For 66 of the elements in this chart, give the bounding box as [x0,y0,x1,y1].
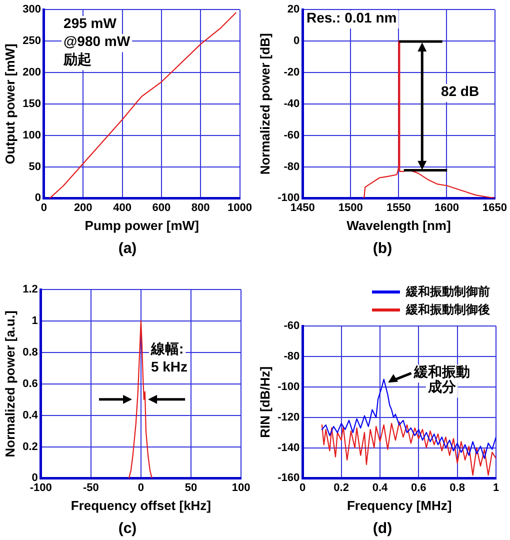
y-tick-label: -80 [284,350,300,362]
annotation: 82 dB [440,82,480,99]
x-tick-label: 1600 [434,202,459,214]
y-tick-label: 0 [32,472,38,484]
annotation: 成分 [426,378,457,395]
y-tick-label: -20 [284,66,300,78]
text: (a) [117,240,138,257]
y-tick-label: 0 [293,35,300,48]
y-tick-label: -160 [278,472,300,484]
x-tick-label: 0.8 [450,482,465,494]
x-tick-label: 600 [152,202,171,214]
x-axis-title: Frequency offset [kHz] [70,498,212,513]
text: (d) [372,520,394,537]
y-tick-label: 20 [287,4,300,16]
y-axis-title: RIN [dB/Hz] [257,366,272,438]
x-tick-label: 800 [191,202,210,214]
x-tick-label: 1 [492,482,500,494]
x-tick-label: 1650 [482,202,508,214]
y-axis-title: Output power [mW] [2,44,18,164]
x-tick-label: 200 [74,202,92,214]
y-tick-label: 1 [32,315,38,328]
x-axis-title: Pump power [mW] [84,218,199,233]
x-tick-label: 0.4 [372,482,388,494]
annotation: 295 mW @980 mW 励起 [62,15,131,68]
y-tick-label: 250 [22,35,41,48]
y-tick-label: 0.4 [22,409,39,422]
annotation: 線幅: 5 kHz [150,340,188,374]
y-axis-title: Normalized power [dB] [257,33,272,175]
x-tick-label: 1000 [228,202,252,214]
y-tick-label: 200 [22,66,41,78]
text: (b) [372,240,394,257]
y-tick-label: 50 [28,160,41,173]
y-tick-label: 0 [34,192,41,204]
y-tick-label: -140 [278,442,300,454]
x-axis-title: Wavelength [nm] [346,218,451,233]
y-tick-label: 300 [22,4,41,16]
y-axis-title: Normalized power [a.u.] [2,310,18,458]
y-tick-label: -40 [284,98,300,110]
y-tick-label: -100 [278,192,300,204]
y-tick-label: 0.8 [22,346,38,358]
x-tick-label: 400 [113,202,132,214]
annotation: Res.: 0.01 nm [306,9,397,26]
x-tick-label: 1550 [386,202,411,214]
x-tick-label: 1500 [338,202,363,214]
x-tick-label: 50 [184,482,198,494]
legend-label: 緩和振動制御後 [405,302,490,316]
y-tick-label: 1.2 [22,284,38,296]
legend-label: 緩和振動制御前 [405,284,490,298]
y-tick-label: 100 [22,129,41,142]
x-tick-label: 0.2 [334,482,349,494]
x-axis-title: Frequency [MHz] [346,498,452,513]
y-tick-label: 150 [22,98,41,110]
y-tick-label: -80 [284,160,300,173]
x-tick-label: -50 [82,482,99,494]
y-tick-label: -60 [284,320,300,332]
y-tick-label: 0.6 [22,378,38,390]
y-tick-label: -120 [278,411,300,424]
x-tick-label: 1450 [290,202,315,214]
text: (c) [117,520,138,537]
annotation: 緩和振動 [412,363,470,380]
y-tick-label: 0.2 [22,440,38,453]
x-tick-label: 0.6 [411,482,426,494]
x-tick-label: 0 [138,482,144,494]
y-tick-label: -60 [284,129,300,142]
y-tick-label: -100 [278,380,300,393]
x-tick-label: 100 [232,482,250,494]
